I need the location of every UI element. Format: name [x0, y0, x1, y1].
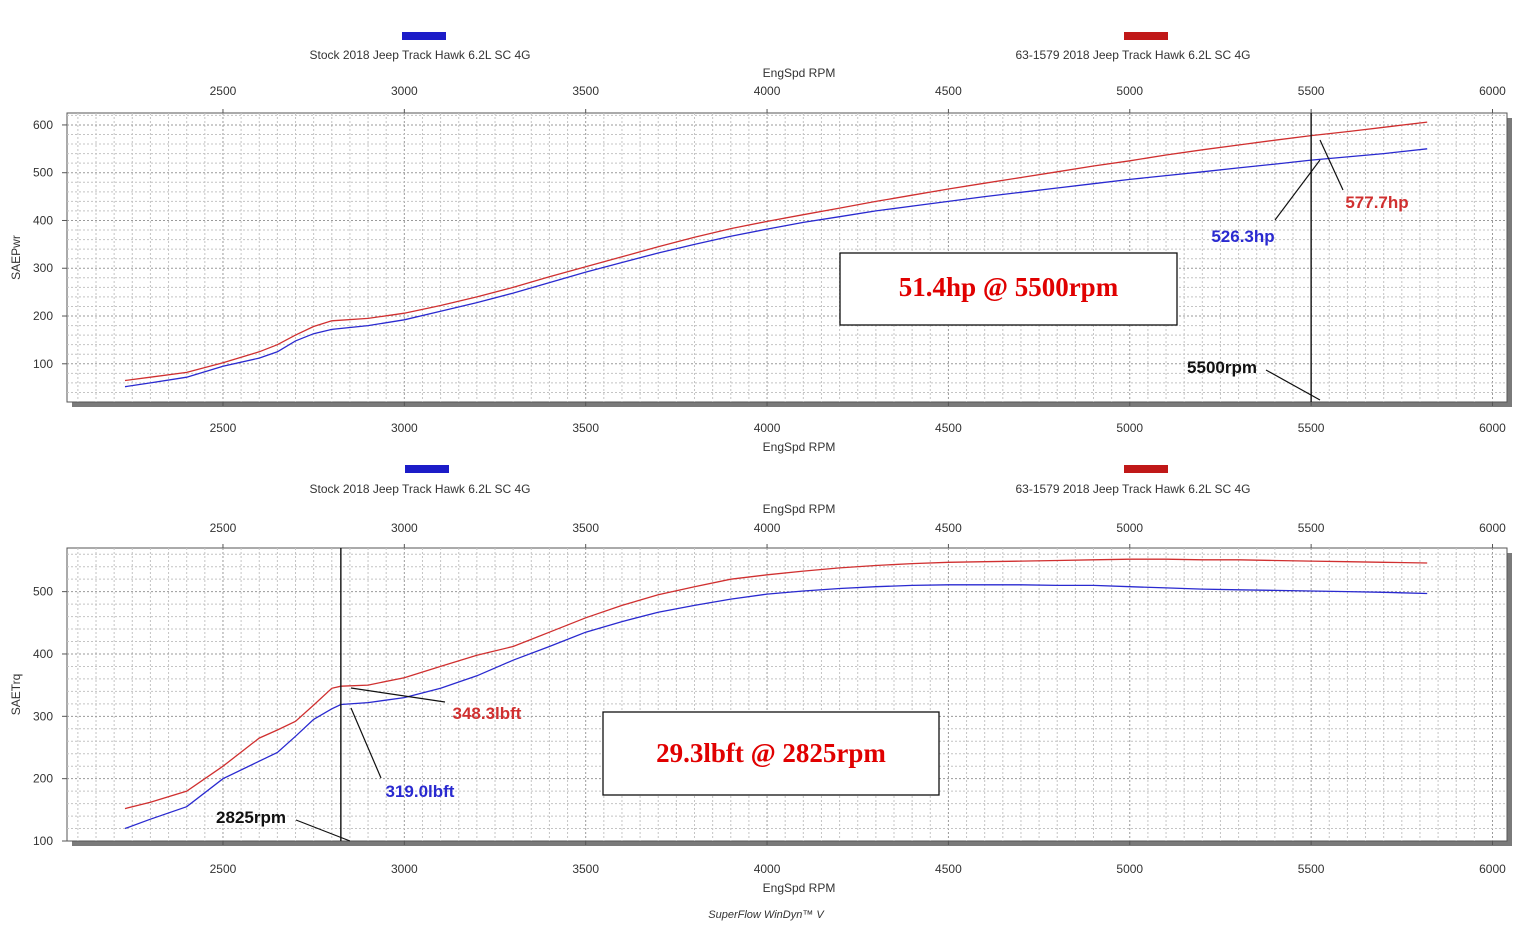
series-line-modified — [124, 558, 1428, 810]
software-credit: SuperFlow WinDyn™ V — [708, 909, 825, 921]
stock-value-label-leader — [350, 707, 382, 779]
stock-value-label: 319.0lbft — [386, 782, 455, 801]
power-panel: 2500 2500 3000 3000 3500 3500 4000 4000 4500 4500… — [9, 66, 1512, 454]
x-axis-title-bottom: EngSpd RPM — [763, 881, 836, 895]
x-tick-bottom-4000: 4000 — [754, 862, 781, 876]
series-line-stock — [124, 148, 1428, 388]
rpm-marker-label: 2825rpm — [216, 808, 286, 827]
stock-value-label: 526.3hp — [1211, 227, 1274, 246]
modified-value-label: 577.7hp — [1345, 193, 1408, 212]
plot-area — [66, 112, 1508, 403]
x-tick-top-4000: 4000 — [754, 84, 781, 98]
x-tick-bottom-5000: 5000 — [1116, 421, 1143, 435]
x-tick-top-2500: 2500 — [210, 84, 237, 98]
y-tick-500: 500 — [33, 585, 53, 599]
legend-swatch-modified — [1124, 32, 1168, 40]
rpm-marker-label-leader — [295, 819, 351, 842]
x-tick-top-4500: 4500 — [935, 521, 962, 535]
x-tick-bottom-4500: 4500 — [935, 421, 962, 435]
x-tick-top-3500: 3500 — [572, 84, 599, 98]
y-tick-600: 600 — [33, 118, 53, 132]
y-tick-200: 200 — [33, 772, 53, 786]
y-tick-300: 300 — [33, 709, 53, 723]
x-tick-top-6000: 6000 — [1479, 84, 1506, 98]
x-tick-top-5500: 5500 — [1298, 521, 1325, 535]
rpm-marker-label-leader — [1265, 369, 1321, 401]
x-tick-bottom-5000: 5000 — [1116, 862, 1143, 876]
x-tick-top-3000: 3000 — [391, 84, 418, 98]
y-tick-100: 100 — [33, 834, 53, 848]
legend-swatch-modified-2 — [1124, 465, 1168, 473]
x-tick-bottom-6000: 6000 — [1479, 421, 1506, 435]
x-axis-title-top: EngSpd RPM — [763, 502, 836, 516]
y-tick-300: 300 — [33, 261, 53, 275]
x-tick-bottom-2500: 2500 — [210, 421, 237, 435]
x-tick-bottom-4500: 4500 — [935, 862, 962, 876]
x-tick-bottom-5500: 5500 — [1298, 862, 1325, 876]
legend-swatch-stock — [402, 32, 446, 40]
x-tick-top-3000: 3000 — [391, 521, 418, 535]
x-tick-top-4500: 4500 — [935, 84, 962, 98]
x-tick-top-3500: 3500 — [572, 521, 599, 535]
y-tick-400: 400 — [33, 647, 53, 661]
x-tick-bottom-3000: 3000 — [391, 862, 418, 876]
legend-swatch-stock-2 — [405, 465, 449, 473]
x-tick-top-4000: 4000 — [754, 521, 781, 535]
x-tick-top-5500: 5500 — [1298, 84, 1325, 98]
x-tick-top-6000: 6000 — [1479, 521, 1506, 535]
x-tick-bottom-3500: 3500 — [572, 421, 599, 435]
y-axis-title: SAEPwr — [9, 235, 23, 280]
stock-value-label-leader — [1274, 159, 1321, 221]
series-line-modified — [124, 121, 1428, 382]
legend-label-modified: 63-1579 2018 Jeep Track Hawk 6.2L SC 4G — [1015, 48, 1250, 62]
rpm-marker-label: 5500rpm — [1187, 358, 1257, 377]
y-tick-400: 400 — [33, 213, 53, 227]
modified-value-label: 348.3lbft — [453, 704, 522, 723]
x-tick-bottom-3500: 3500 — [572, 862, 599, 876]
gain-box — [602, 711, 940, 796]
modified-value-label-leader — [350, 687, 446, 703]
gain-box-text: 51.4hp @ 5500rpm — [899, 272, 1119, 302]
y-tick-100: 100 — [33, 357, 53, 371]
legend-label-modified-2: 63-1579 2018 Jeep Track Hawk 6.2L SC 4G — [1015, 482, 1250, 496]
gain-box-text: 29.3lbft @ 2825rpm — [656, 738, 886, 768]
series-line-stock — [124, 584, 1428, 830]
x-tick-bottom-6000: 6000 — [1479, 862, 1506, 876]
x-tick-bottom-5500: 5500 — [1298, 421, 1325, 435]
x-axis-title-top: EngSpd RPM — [763, 66, 836, 80]
x-tick-bottom-4000: 4000 — [754, 421, 781, 435]
modified-value-label-leader — [1319, 139, 1344, 191]
legend-label-stock: Stock 2018 Jeep Track Hawk 6.2L SC 4G — [310, 48, 531, 62]
y-tick-500: 500 — [33, 166, 53, 180]
x-tick-bottom-2500: 2500 — [210, 862, 237, 876]
torque-panel: 2500 2500 3000 3000 3500 3500 4000 4000 4500 4500… — [9, 502, 1512, 895]
x-tick-bottom-3000: 3000 — [391, 421, 418, 435]
x-tick-top-5000: 5000 — [1116, 84, 1143, 98]
legend-label-stock-2: Stock 2018 Jeep Track Hawk 6.2L SC 4G — [310, 482, 531, 496]
x-tick-top-2500: 2500 — [210, 521, 237, 535]
x-tick-top-5000: 5000 — [1116, 521, 1143, 535]
y-axis-title: SAETrq — [9, 674, 23, 716]
gain-box — [839, 252, 1178, 326]
x-axis-title-bottom: EngSpd RPM — [763, 440, 836, 454]
y-tick-200: 200 — [33, 309, 53, 323]
